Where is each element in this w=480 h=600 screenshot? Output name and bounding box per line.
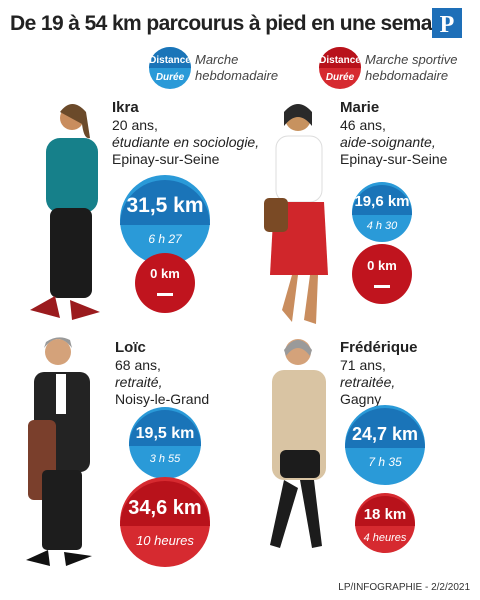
walk-distance: 19,5 km: [136, 425, 195, 442]
sport-half: [355, 496, 415, 526]
city: Epinay-sur-Seine: [112, 151, 220, 167]
person-ikra: Ikra 20 ans, étudiante en sociologie, Ep…: [112, 99, 259, 313]
sport-half: [120, 481, 210, 526]
person-marie: Marie 46 ans, aide-soignante, Epinay-sur…: [340, 99, 448, 304]
occupation: retraité,: [115, 374, 162, 390]
illustration-marie: [264, 104, 328, 324]
name: Marie: [340, 99, 379, 116]
sport-circle: [135, 253, 195, 313]
occupation: étudiante en sociologie,: [112, 134, 259, 150]
walk-distance: 31,5 km: [126, 194, 203, 217]
occupation: aide-soignante,: [340, 134, 436, 150]
legend-half: [319, 47, 361, 68]
age: 68 ans,: [115, 357, 161, 373]
credit: LP/INFOGRAPHIE - 2/2/2021: [338, 582, 470, 593]
legend-walk: Distance Durée Marche hebdomadaire: [149, 47, 278, 89]
legend-label: Marche sportive: [365, 52, 457, 67]
legend-label: hebdomadaire: [195, 68, 278, 83]
city: Noisy-le-Grand: [115, 391, 209, 407]
age: 71 ans,: [340, 357, 386, 373]
legend-sport: Distance Durée Marche sportive hebdomada…: [319, 47, 457, 89]
occupation: retraitée,: [340, 374, 395, 390]
walk-distance: 19,6 km: [354, 193, 409, 210]
sport-distance: 34,6 km: [128, 497, 201, 519]
legend-distance: Distance: [319, 55, 361, 66]
walk-half: [129, 410, 201, 446]
walk-half: [352, 185, 412, 215]
city: Gagny: [340, 391, 381, 407]
legend-label: hebdomadaire: [365, 68, 448, 83]
illustration-ikra: [30, 104, 100, 320]
person-frederique: Frédérique 71 ans, retraitée, Gagny 24,7…: [340, 339, 425, 553]
name: Frédérique: [340, 339, 418, 356]
title: De 19 à 54 km parcourus à pied en une se…: [10, 12, 460, 35]
logo: P: [440, 12, 455, 38]
name: Loïc: [115, 339, 146, 356]
illustration-frederique: [270, 339, 326, 548]
age: 46 ans,: [340, 117, 386, 133]
walk-duration: 4 h 30: [367, 220, 398, 232]
legend-duration: Durée: [156, 72, 185, 83]
walk-duration: 6 h 27: [148, 232, 183, 246]
walk-duration: 7 h 35: [368, 455, 402, 469]
sport-duration: 4 heures: [364, 532, 407, 544]
walk-duration: 3 h 55: [150, 453, 181, 465]
illustration-loic: [26, 337, 92, 566]
sport-distance: 0 km: [150, 266, 180, 281]
name: Ikra: [112, 99, 139, 116]
sport-duration: 10 heures: [136, 533, 194, 548]
walk-half: [345, 408, 425, 448]
legend-distance: Distance: [149, 55, 191, 66]
sport-circle: [352, 244, 412, 304]
legend-duration: Durée: [326, 72, 355, 83]
walk-half: [120, 180, 210, 225]
logo-box: [432, 8, 462, 38]
person-loic: Loïc 68 ans, retraité, Noisy-le-Grand 19…: [115, 339, 210, 567]
sport-distance: 18 km: [364, 506, 407, 523]
age: 20 ans,: [112, 117, 158, 133]
walk-distance: 24,7 km: [352, 424, 418, 444]
no-duration: [374, 285, 390, 288]
no-duration: [157, 293, 173, 296]
legend-half: [149, 47, 191, 68]
city: Epinay-sur-Seine: [340, 151, 448, 167]
sport-distance: 0 km: [367, 258, 397, 273]
legend-label: Marche: [195, 52, 238, 67]
